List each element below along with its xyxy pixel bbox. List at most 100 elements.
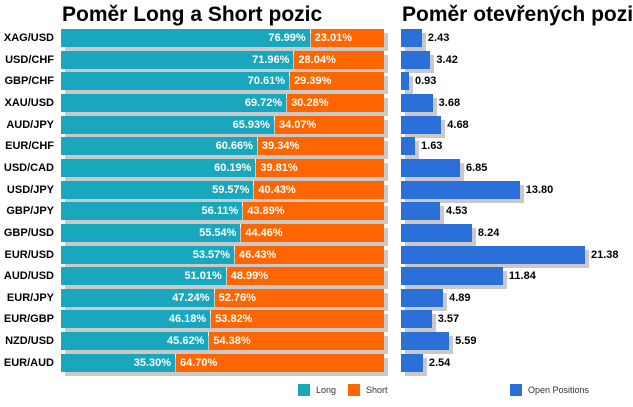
label-open-aud-usd: 11.84 — [508, 270, 536, 282]
label-short-eur-jpy: 52.76% — [218, 292, 256, 304]
bar-open-eur-jpy — [401, 289, 444, 307]
row-label-eur-jpy: EUR/JPY — [6, 292, 54, 304]
legend-item-long[interactable]: Long — [298, 384, 336, 396]
row-label-eur-gbp: EUR/GBP — [3, 313, 54, 325]
label-long-eur-aud: 35.30% — [133, 357, 172, 369]
bar-short-usd-chf — [294, 51, 384, 69]
legend-label-short: Short — [366, 385, 388, 395]
bar-open-gbp-usd — [401, 224, 472, 242]
bar-short-aud-usd — [226, 267, 384, 285]
label-short-eur-aud: 64.70% — [180, 357, 218, 369]
label-open-aud-jpy: 4.68 — [447, 119, 469, 131]
bar-short-usd-jpy — [254, 181, 384, 199]
bar-long-gbp-jpy — [61, 202, 243, 220]
label-open-eur-jpy: 4.89 — [449, 292, 471, 304]
label-long-eur-chf: 60.66% — [215, 140, 253, 152]
label-short-eur-gbp: 53.82% — [215, 313, 253, 325]
label-long-gbp-chf: 70.61% — [247, 75, 286, 87]
bar-long-xag-usd — [61, 29, 310, 47]
legend-item-open[interactable]: Open Positions — [510, 384, 589, 396]
label-open-usd-chf: 3.42 — [436, 54, 458, 66]
row-label-nzd-usd: NZD/USD — [5, 335, 54, 347]
bar-short-aud-jpy — [274, 116, 384, 134]
label-open-usd-jpy: 13.80 — [525, 184, 554, 196]
row-label-gbp-chf: GBP/CHF — [4, 75, 55, 87]
bar-short-xau-usd — [287, 94, 384, 112]
bar-short-eur-chf — [257, 137, 384, 155]
bar-long-usd-jpy — [61, 181, 254, 199]
bar-open-eur-gbp — [401, 310, 432, 328]
open-shadow-gbp-chf — [405, 76, 413, 94]
bar-open-gbp-jpy — [401, 202, 440, 220]
bar-open-eur-chf — [401, 137, 416, 155]
label-short-aud-jpy: 34.07% — [278, 119, 317, 131]
bar-open-usd-jpy — [401, 181, 520, 199]
label-short-eur-chf: 39.34% — [261, 140, 300, 152]
label-long-eur-jpy: 47.24% — [172, 292, 210, 304]
label-long-xau-usd: 69.72% — [244, 97, 283, 109]
label-long-xag-usd: 76.99% — [268, 32, 306, 44]
label-open-usd-cad: 6.85 — [465, 162, 488, 174]
row-label-eur-chf: EUR/CHF — [5, 140, 54, 152]
label-long-usd-jpy: 59.57% — [212, 184, 250, 196]
bar-short-eur-jpy — [214, 289, 384, 307]
row-label-usd-chf: USD/CHF — [5, 54, 54, 66]
legend-right: Open Positions — [510, 384, 601, 396]
label-open-eur-usd: 21.38 — [591, 249, 619, 261]
bar-long-aud-usd — [61, 267, 226, 285]
row-label-eur-aud: EUR/AUD — [3, 357, 54, 369]
chart-title-open-positions: Poměr otevřených pozic — [402, 3, 633, 26]
label-short-gbp-jpy: 43.89% — [247, 205, 285, 217]
label-open-eur-aud: 2.54 — [428, 357, 451, 369]
legend-item-short[interactable]: Short — [348, 384, 388, 396]
bar-open-xag-usd — [401, 29, 422, 47]
label-short-usd-chf: 28.04% — [298, 54, 336, 66]
label-long-usd-chf: 71.96% — [252, 54, 290, 66]
label-long-eur-usd: 53.57% — [192, 249, 231, 261]
bar-open-eur-usd — [401, 246, 585, 264]
row-label-xag-usd: XAG/USD — [3, 32, 54, 44]
bar-long-usd-chf — [61, 51, 294, 69]
bar-short-nzd-usd — [209, 332, 384, 350]
label-open-nzd-usd: 5.59 — [455, 335, 477, 347]
bar-open-nzd-usd — [401, 332, 450, 350]
legend-swatch-long — [298, 384, 310, 396]
row-label-usd-cad: USD/CAD — [3, 162, 54, 174]
row-label-gbp-jpy: GBP/JPY — [6, 205, 54, 217]
legend-left: Long Short — [298, 384, 400, 396]
label-short-usd-cad: 39.81% — [260, 162, 298, 174]
label-open-gbp-chf: 0.93 — [415, 75, 437, 87]
row-label-aud-jpy: AUD/JPY — [6, 119, 54, 131]
row-label-aud-usd: AUD/USD — [3, 270, 54, 282]
bar-long-aud-jpy — [61, 116, 274, 134]
label-open-xau-usd: 3.68 — [438, 97, 461, 109]
bar-short-usd-cad — [256, 159, 384, 177]
label-short-nzd-usd: 54.38% — [213, 335, 251, 347]
bar-short-gbp-usd — [241, 224, 384, 242]
bar-open-aud-jpy — [401, 116, 442, 134]
bar-long-gbp-usd — [61, 224, 241, 242]
bar-open-usd-chf — [401, 51, 431, 69]
row-label-xau-usd: XAU/USD — [4, 97, 54, 109]
legend-swatch-open — [510, 384, 522, 396]
bar-long-eur-jpy — [61, 289, 214, 307]
bar-long-eur-usd — [61, 246, 235, 264]
row-label-eur-usd: EUR/USD — [4, 249, 54, 261]
label-open-eur-gbp: 3.57 — [437, 313, 460, 325]
bar-open-aud-usd — [401, 267, 503, 285]
bar-long-xau-usd — [61, 94, 287, 112]
bar-long-usd-cad — [61, 159, 256, 177]
label-long-aud-usd: 51.01% — [184, 270, 222, 282]
bar-short-gbp-jpy — [243, 202, 384, 220]
label-long-eur-gbp: 46.18% — [168, 313, 207, 325]
bar-long-eur-aud — [61, 354, 176, 372]
bar-short-eur-aud — [176, 354, 384, 372]
label-short-aud-usd: 48.99% — [230, 270, 269, 282]
bar-open-xau-usd — [401, 94, 433, 112]
bar-open-usd-cad — [401, 159, 460, 177]
label-long-nzd-usd: 45.62% — [167, 335, 205, 347]
bar-long-eur-chf — [61, 137, 257, 155]
bar-open-eur-aud — [401, 354, 423, 372]
bar-long-nzd-usd — [61, 332, 209, 350]
label-open-xag-usd: 2.43 — [427, 32, 450, 44]
